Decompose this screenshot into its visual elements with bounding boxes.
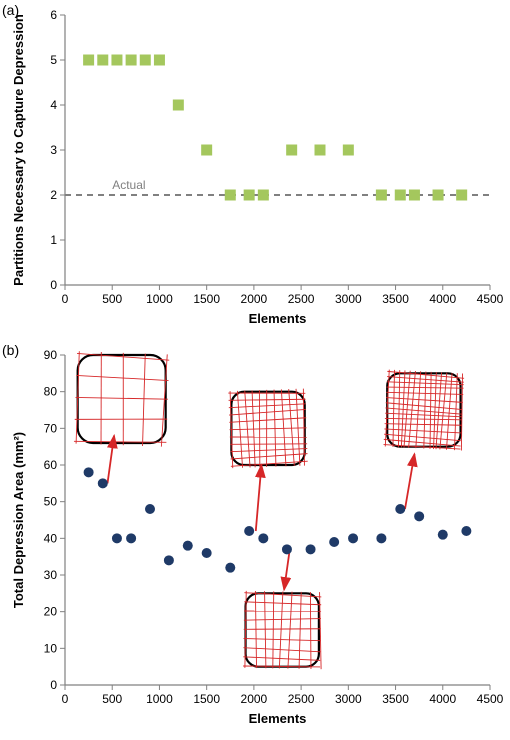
svg-text:500: 500	[102, 692, 122, 706]
svg-text:1500: 1500	[193, 692, 220, 706]
svg-text:4500: 4500	[477, 692, 504, 706]
svg-text:1000: 1000	[146, 292, 173, 306]
svg-text:3000: 3000	[335, 292, 362, 306]
svg-text:80: 80	[44, 385, 58, 399]
svg-text:2000: 2000	[241, 692, 268, 706]
svg-text:1: 1	[50, 233, 57, 247]
svg-text:3500: 3500	[382, 292, 409, 306]
svg-text:10: 10	[44, 641, 58, 655]
svg-text:Partitions Necessary to Captur: Partitions Necessary to Capture Depressi…	[11, 14, 26, 286]
figure-root: (a) 050010001500200025003000350040004500…	[0, 0, 510, 740]
svg-text:4000: 4000	[429, 692, 456, 706]
chart-b-svg: 0 500 1000 1500 2000 2500 3000 3500 4000 4500 0 10 2…	[0, 340, 510, 740]
svg-text:500: 500	[102, 292, 122, 306]
svg-text:3500: 3500	[382, 692, 409, 706]
svg-text:Actual: Actual	[112, 178, 145, 192]
svg-text:4000: 4000	[429, 292, 456, 306]
svg-text:6: 6	[50, 8, 57, 22]
svg-text:2: 2	[50, 188, 57, 202]
svg-text:1500: 1500	[193, 292, 220, 306]
panel-a: (a) 050010001500200025003000350040004500…	[0, 0, 510, 340]
chart-a-svg: 0 500 1000 1500 2000 2500 3000 3500 4000 4500 0 1 2 3…	[0, 0, 510, 340]
svg-text:0: 0	[50, 278, 57, 292]
svg-text:0: 0	[62, 292, 69, 306]
svg-text:1000: 1000	[146, 692, 173, 706]
svg-text:70: 70	[44, 421, 58, 435]
svg-text:2500: 2500	[288, 692, 315, 706]
svg-text:0: 0	[62, 692, 69, 706]
svg-text:4: 4	[50, 98, 57, 112]
svg-text:2500: 2500	[288, 292, 315, 306]
svg-text:40: 40	[44, 531, 58, 545]
svg-text:90: 90	[44, 348, 58, 362]
svg-text:20: 20	[44, 605, 58, 619]
svg-text:Elements: Elements	[249, 711, 307, 726]
panel-b: (b) 050010001500200025003000350040004500…	[0, 340, 510, 740]
svg-text:Total Depression Area (mm²): Total Depression Area (mm²)	[11, 432, 26, 608]
svg-text:4500: 4500	[477, 292, 504, 306]
svg-text:3: 3	[50, 143, 57, 157]
svg-text:30: 30	[44, 568, 58, 582]
panel-a-label: (a)	[2, 2, 19, 18]
panel-b-label: (b)	[2, 342, 19, 358]
svg-text:5: 5	[50, 53, 57, 67]
svg-text:60: 60	[44, 458, 58, 472]
svg-text:Elements: Elements	[249, 311, 307, 326]
svg-text:2000: 2000	[241, 292, 268, 306]
svg-text:0: 0	[50, 678, 57, 692]
svg-text:3000: 3000	[335, 692, 362, 706]
svg-text:50: 50	[44, 495, 58, 509]
